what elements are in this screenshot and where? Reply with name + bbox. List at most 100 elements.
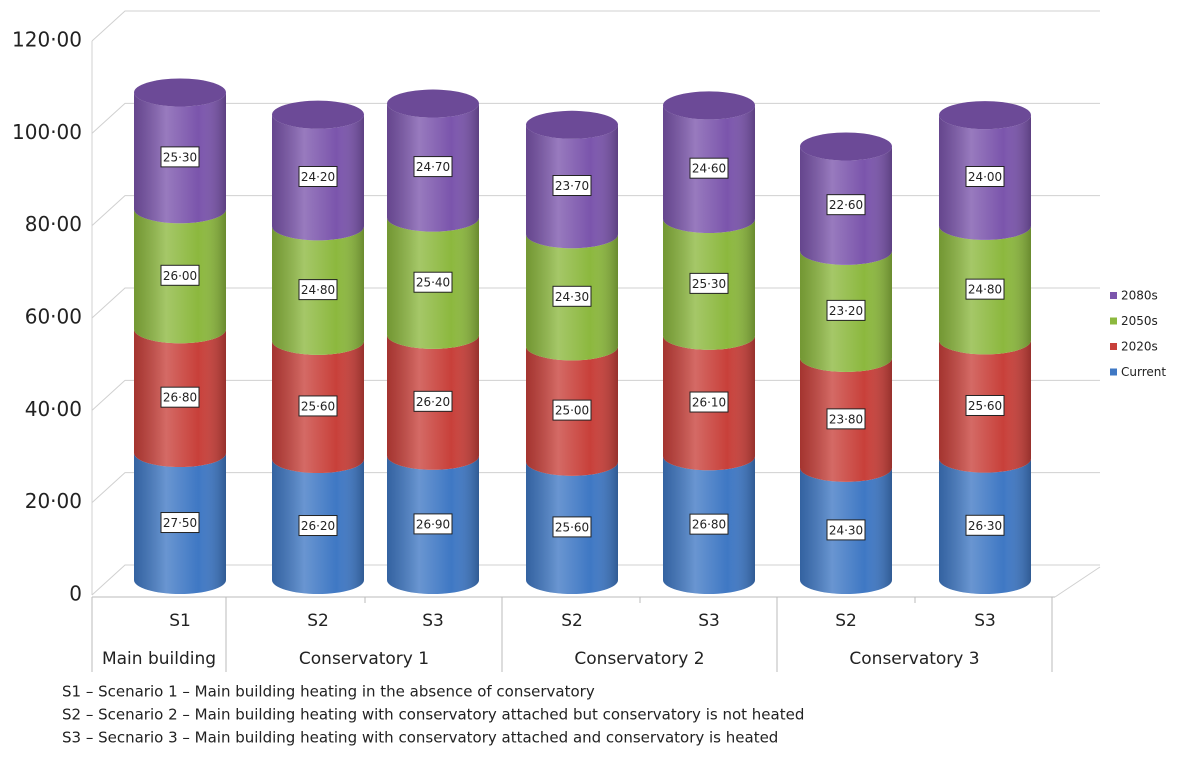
value-label: 26·30: [968, 519, 1002, 533]
value-label-box: [298, 395, 338, 417]
legend-label: 2050s: [1121, 314, 1158, 328]
value-label-box: [689, 513, 729, 535]
x-tick-label: S2: [307, 611, 329, 631]
value-label-box: [552, 399, 592, 421]
value-label: 27·50: [163, 516, 197, 530]
value-label-box: [298, 166, 338, 188]
bar-top: [663, 91, 755, 120]
value-label: 24·30: [555, 290, 589, 304]
footnote: S1 – Scenario 1 – Main building heating …: [62, 683, 595, 701]
y-tick-label: 60·00: [25, 305, 82, 329]
legend-swatch: [1110, 343, 1117, 350]
bar-top-shade: [134, 78, 226, 107]
bar-top: [939, 101, 1031, 130]
value-label-box: [160, 512, 200, 534]
value-label: 24·20: [301, 170, 335, 184]
value-label: 26·20: [301, 519, 335, 533]
value-label: 22·60: [829, 198, 863, 212]
value-label: 26·90: [416, 517, 450, 531]
bar-top: [800, 132, 892, 161]
legend-label: 2080s: [1121, 289, 1158, 303]
footnote: S2 – Scenario 2 – Main building heating …: [62, 706, 804, 724]
value-label: 24·00: [968, 170, 1002, 184]
bar-top: [387, 89, 479, 118]
legend-swatch: [1110, 368, 1117, 376]
bar-top-shade: [663, 91, 755, 120]
value-label: 24·60: [692, 162, 726, 176]
value-label: 24·80: [968, 283, 1002, 297]
floor-edge: [1054, 566, 1101, 598]
group-label: Main building: [102, 649, 216, 669]
grid-line: [91, 287, 1100, 319]
value-label-box: [413, 390, 453, 412]
value-label-box: [552, 516, 592, 538]
group-label: Conservatory 1: [299, 649, 429, 669]
bar-top-shade: [387, 89, 479, 118]
value-label-box: [689, 157, 729, 179]
legend-swatch: [1110, 292, 1117, 299]
value-label: 23·80: [829, 412, 863, 426]
value-label: 23·20: [829, 304, 863, 318]
value-label-box: [160, 146, 200, 168]
value-label-box: [160, 386, 200, 408]
value-label-box: [965, 166, 1005, 188]
value-label-box: [413, 271, 453, 293]
footnote: S3 – Secnario 3 – Main building heating …: [62, 729, 778, 747]
value-label-box: [965, 394, 1005, 416]
bar-top: [272, 100, 364, 129]
value-label-box: [160, 264, 200, 286]
value-label-box: [965, 278, 1005, 300]
x-tick-label: S1: [169, 611, 191, 631]
grid-line: [91, 379, 1100, 411]
x-tick-label: S2: [835, 611, 857, 631]
value-label-box: [413, 156, 453, 178]
value-label: 26·80: [163, 391, 197, 405]
value-label: 25·60: [968, 399, 1002, 413]
bar-top-shade: [800, 132, 892, 161]
value-label: 25·60: [301, 399, 335, 413]
x-tick-label: S2: [561, 611, 583, 631]
grid-line: [91, 102, 1100, 134]
value-label: 24·80: [301, 283, 335, 297]
y-tick-label: 0: [69, 582, 82, 606]
value-label: 26·80: [692, 518, 726, 532]
value-label: 25·60: [555, 520, 589, 534]
value-label-box: [965, 514, 1005, 536]
value-label-box: [826, 408, 866, 430]
y-tick-label: 120·00: [12, 28, 82, 52]
value-label: 25·30: [163, 150, 197, 164]
value-label: 26·20: [416, 395, 450, 409]
value-label: 24·70: [416, 160, 450, 174]
grid-line: [91, 472, 1100, 504]
group-label: Conservatory 3: [849, 649, 979, 669]
value-label-box: [298, 515, 338, 537]
y-tick-label: 20·00: [25, 489, 82, 513]
grid-line: [91, 564, 1100, 596]
value-label: 25·30: [692, 277, 726, 291]
value-label-box: [689, 272, 729, 294]
value-label-box: [413, 513, 453, 535]
legend-label: Current: [1121, 365, 1166, 379]
y-tick-label: 40·00: [25, 397, 82, 421]
x-tick-label: S3: [422, 611, 444, 631]
value-label: 23·70: [555, 179, 589, 193]
group-label: Conservatory 2: [574, 649, 704, 669]
value-label: 25·00: [555, 404, 589, 418]
value-label-box: [552, 175, 592, 197]
bar-top-shade: [939, 101, 1031, 130]
legend-swatch: [1110, 317, 1117, 325]
x-tick-label: S3: [698, 611, 720, 631]
bar-top: [134, 78, 226, 107]
value-label: 26·10: [692, 396, 726, 410]
bar-top-shade: [526, 110, 618, 139]
grid-line: [91, 10, 1100, 42]
value-label-box: [826, 299, 866, 321]
value-label: 24·30: [829, 523, 863, 537]
value-label-box: [689, 391, 729, 413]
legend-label: 2020s: [1121, 340, 1158, 354]
grid-line: [91, 195, 1100, 227]
y-tick-label: 100·00: [12, 120, 82, 144]
value-label-box: [826, 519, 866, 541]
